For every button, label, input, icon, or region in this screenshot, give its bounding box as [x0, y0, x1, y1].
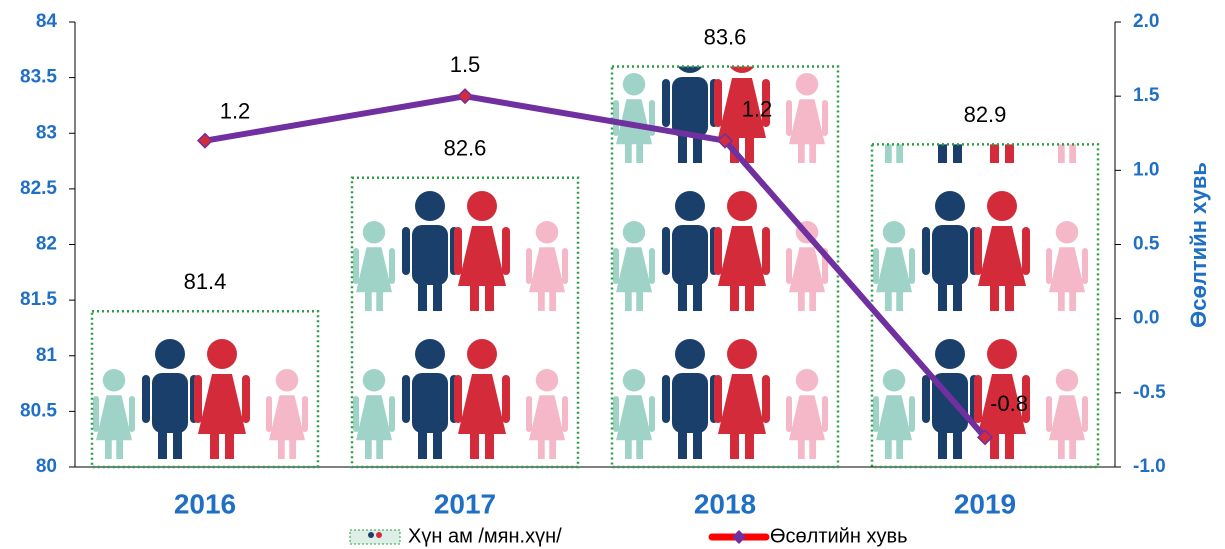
x-tick-label: 2017 [434, 488, 496, 519]
x-tick-label: 2016 [174, 488, 236, 519]
y-tick-label: 81 [36, 345, 58, 366]
y2-tick-label: -0.5 [1133, 382, 1166, 403]
data-label: 82.6 [444, 136, 487, 161]
bar [870, 143, 1100, 469]
y-tick-label: 81.5 [20, 289, 57, 310]
x-tick-label: 2019 [954, 488, 1016, 519]
y2-tick-label: 2.0 [1133, 11, 1159, 32]
y-tick-label: 82.5 [20, 178, 57, 199]
y-tick-label: 80.5 [20, 400, 57, 421]
y2-tick-label: 1.0 [1133, 159, 1159, 180]
line-marker [456, 88, 474, 105]
data-label: -0.8 [990, 391, 1028, 416]
line-marker [976, 429, 994, 446]
line-marker [196, 132, 214, 149]
y-tick-label: 83 [36, 122, 57, 143]
x-tick-label: 2018 [694, 488, 756, 519]
data-label: 1.5 [450, 52, 481, 77]
y-tick-label: 80 [36, 456, 57, 477]
legend-label: Хүн ам /мян.хүн/ [408, 525, 562, 547]
y-tick-label: 84 [36, 11, 58, 32]
data-label: 1.2 [220, 98, 251, 123]
legend-label: Өсөлтийн хувь [770, 525, 908, 547]
data-label: 81.4 [184, 269, 227, 294]
y-tick-label: 83.5 [20, 67, 57, 88]
line [204, 93, 988, 440]
y-tick-label: 82 [36, 234, 57, 255]
y2-tick-label: 0.0 [1133, 308, 1159, 329]
bar [350, 176, 580, 469]
line-marker [716, 132, 734, 149]
data-label: 82.9 [964, 102, 1007, 127]
y2-tick-label: 1.5 [1133, 85, 1160, 106]
y2-tick-label: 0.5 [1133, 234, 1160, 255]
y2-axis-label: Өсөлтийн хувь [1186, 162, 1211, 328]
data-label: 83.6 [704, 24, 747, 49]
y2-tick-label: -1.0 [1133, 456, 1166, 477]
legend-swatch [349, 529, 401, 545]
bar [90, 310, 320, 469]
data-label: 1.2 [742, 96, 773, 121]
